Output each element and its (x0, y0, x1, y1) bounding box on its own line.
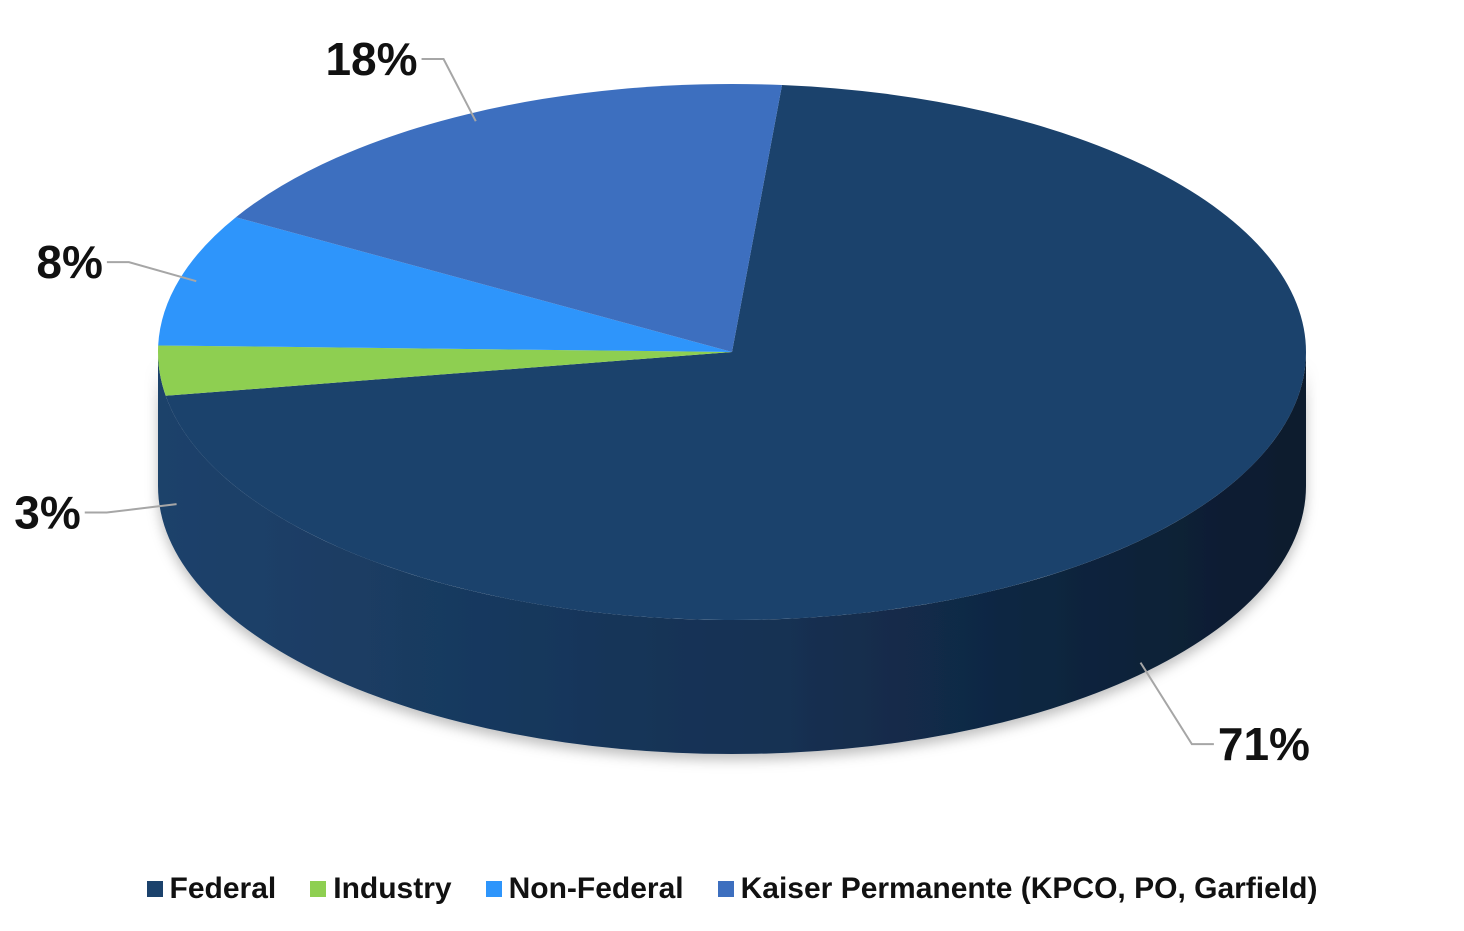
pie-side-wall (158, 352, 1306, 754)
legend-item-federal[interactable]: Federal (146, 872, 277, 906)
pie-slice-federal[interactable] (165, 85, 1307, 620)
pie-slice-industry[interactable] (157, 345, 732, 396)
legend-label-industry: Industry (333, 872, 452, 905)
legend-swatch-federal (146, 881, 163, 897)
legend-swatch-non-federal (485, 881, 502, 897)
legend-label-kaiser-permanente: Kaiser Permanente (KPCO, PO, Garfield) (740, 872, 1318, 905)
legend-item-non-federal[interactable]: Non-Federal (485, 872, 684, 906)
leader-line-non-federal (106, 261, 197, 283)
legend-item-kaiser-permanente[interactable]: Kaiser Permanente (KPCO, PO, Garfield) (717, 872, 1318, 906)
legend-swatch-industry (310, 881, 327, 897)
data-label-federal: 71% (1218, 718, 1310, 770)
data-label-non-federal: 8% (36, 236, 102, 288)
pie-slice-kaiser-permanente-kpco-po-garfield[interactable] (235, 84, 783, 353)
leader-line-industry (84, 503, 177, 514)
data-label-kaiser-permanente-kpco-po-garfield: 18% (325, 33, 417, 85)
legend: Federal Industry Non-Federal Kaiser Perm… (0, 872, 1464, 906)
leader-line-kaiser-permanente-kpco-po-garfield (421, 58, 477, 122)
legend-label-non-federal: Non-Federal (508, 872, 684, 905)
legend-item-industry[interactable]: Industry (310, 872, 452, 906)
leader-line-federal (1139, 662, 1214, 746)
data-label-industry: 3% (14, 487, 80, 539)
pie-slice-non-federal[interactable] (158, 217, 733, 352)
legend-label-federal: Federal (169, 872, 277, 905)
pie-chart-plot: 71% 3% 8% 18% (14, 33, 1310, 770)
legend-swatch-kaiser-permanente (717, 881, 734, 897)
